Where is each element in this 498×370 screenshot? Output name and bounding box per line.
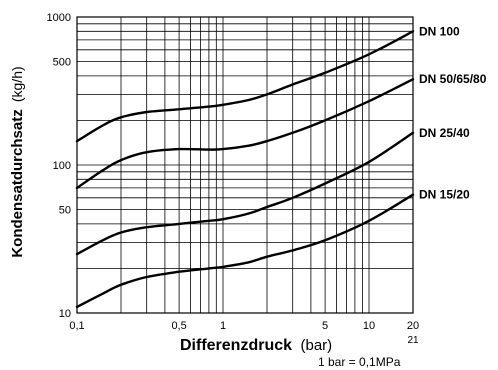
x-tick-label: 0,1 <box>69 320 84 332</box>
x-tick-label: 0,5 <box>171 320 186 332</box>
series-line-3 <box>75 131 415 256</box>
y-tick-label: 100 <box>53 160 71 172</box>
y-tick-label: 1000 <box>47 12 71 24</box>
x-tick-label: 1 <box>220 320 226 332</box>
series-line-4 <box>75 193 415 309</box>
x-axis-label: Differenzdruck (bar) <box>180 337 332 354</box>
series-label-3: DN 25/40 <box>419 126 470 140</box>
y-tick-label: 50 <box>59 205 71 217</box>
x-tick-label: 5 <box>322 320 328 332</box>
series-curves <box>75 30 415 309</box>
unit-conversion-note: 1 bar = 0,1MPa <box>318 355 401 369</box>
series-label-1: DN 100 <box>419 24 460 38</box>
series-label-4: DN 15/20 <box>419 188 470 202</box>
series-label-2: DN 50/65/80 <box>419 72 487 86</box>
x-tick-label: 10 <box>363 320 375 332</box>
series-line-2 <box>75 78 415 190</box>
y-tick-label: 10 <box>59 308 71 320</box>
x-tick-label: 20 <box>407 320 419 332</box>
grid-lines <box>76 17 414 314</box>
y-axis-label: Kondensatdurchsatz (kg/h) <box>9 66 26 257</box>
series-labels: DN 100 DN 50/65/80 DN 25/40 DN 15/20 <box>419 24 487 201</box>
x-extra-label: 21 <box>407 335 419 346</box>
plot-frame <box>76 16 414 314</box>
y-axis-label-unit: (kg/h) <box>9 66 25 102</box>
x-tick-labels: 0,1 0,5 1 5 10 20 <box>69 320 419 332</box>
x-axis-label-bold: Differenzdruck <box>180 337 292 354</box>
y-tick-label: 500 <box>53 57 71 69</box>
y-tick-labels: 10 50 100 500 1000 <box>47 12 71 320</box>
y-axis-label-bold: Kondensatdurchsatz <box>9 109 26 257</box>
x-axis-label-unit: (bar) <box>300 337 332 354</box>
series-line-1 <box>75 30 415 143</box>
